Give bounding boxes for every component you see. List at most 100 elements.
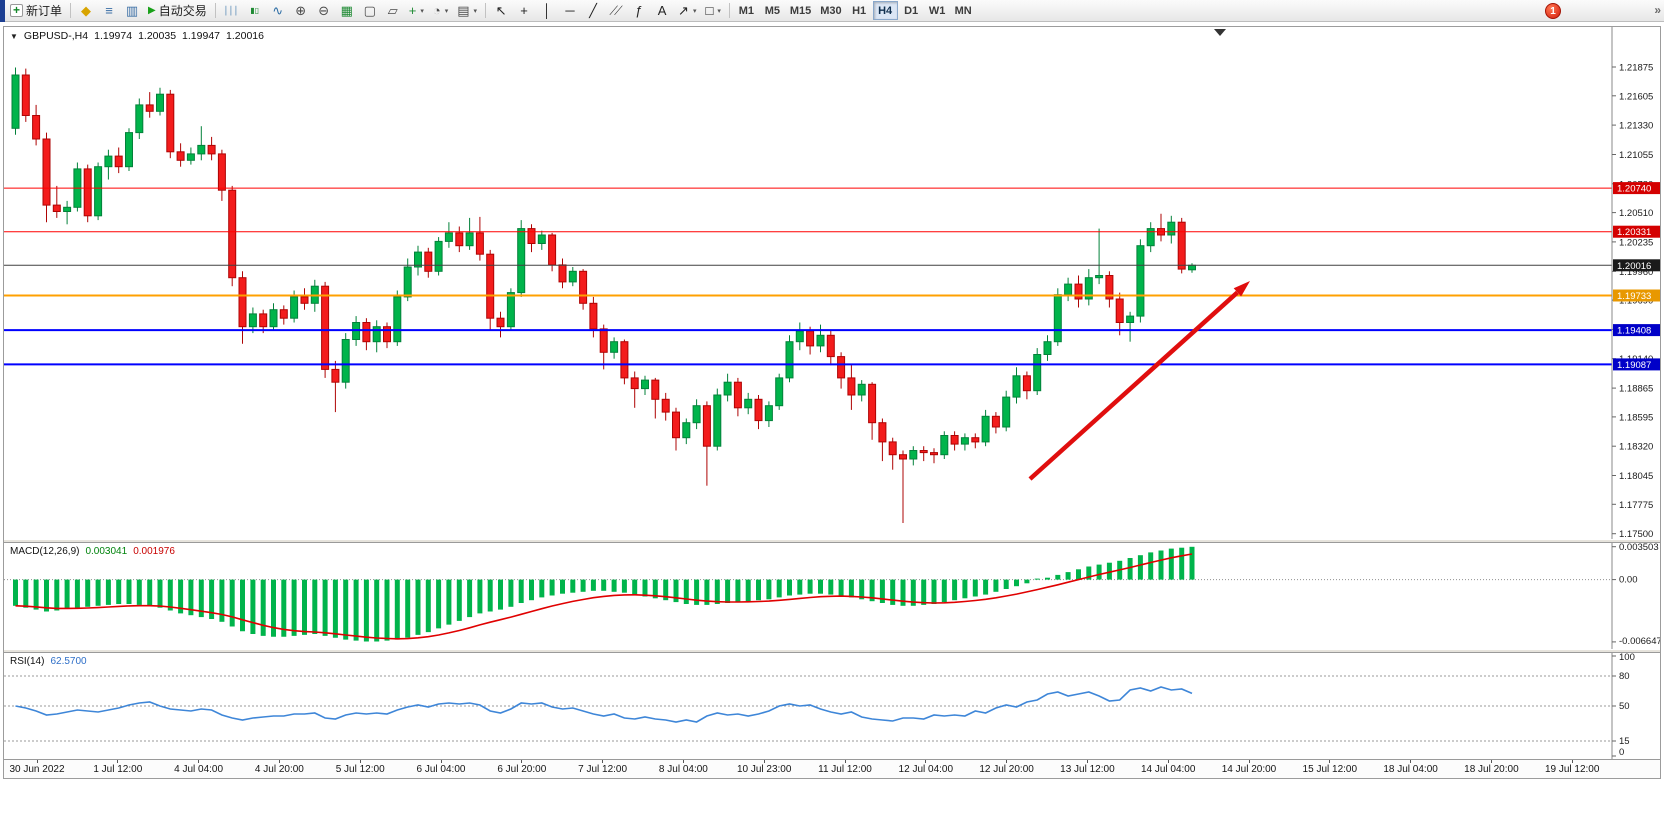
zoom-out-button[interactable]: ⊖: [313, 1, 335, 21]
svg-text:1.20331: 1.20331: [1617, 227, 1651, 238]
line-chart-button[interactable]: ∿: [267, 1, 289, 21]
time-tick: [1086, 760, 1088, 763]
svg-text:1.19733: 1.19733: [1617, 291, 1651, 302]
time-label: 4 Jul 20:00: [254, 764, 304, 775]
candle-chart-button[interactable]: ▮▯: [244, 1, 266, 21]
text-button[interactable]: A: [651, 1, 673, 21]
svg-text:1.20740: 1.20740: [1617, 184, 1651, 195]
macd-name: MACD(12,26,9): [10, 546, 80, 557]
channel-button[interactable]: ╱╱: [605, 1, 627, 21]
crosshair-button[interactable]: +: [513, 1, 535, 21]
cursor-icon: ↖: [495, 3, 507, 18]
time-label: 10 Jul 23:00: [736, 764, 792, 775]
notification-badge[interactable]: 1: [1545, 3, 1561, 19]
time-axis[interactable]: 30 Jun 2022 1 Jul 12:00 4 Jul 04:00 4 Jul 2…: [4, 759, 1660, 778]
bar-chart-icon: │││: [223, 5, 239, 15]
svg-text:1.17500: 1.17500: [1619, 529, 1653, 539]
collapse-triangle-icon[interactable]: ▼: [10, 31, 18, 41]
timeframe-h4[interactable]: H4: [872, 1, 898, 20]
macd-axis[interactable]: 0.003503 0.00 -0.006647: [1612, 543, 1660, 647]
timeframe-mn[interactable]: MN: [954, 4, 972, 17]
timeframe-d1[interactable]: D1: [904, 4, 919, 17]
chart-header: ▼ GBPUSD-,H4 1.19974 1.20035 1.19947 1.2…: [10, 30, 264, 42]
timeframe-m30[interactable]: M30: [820, 4, 842, 17]
time-tick: [1571, 760, 1573, 763]
cascade-windows-button[interactable]: ▱: [382, 1, 404, 21]
period-button[interactable]: ◔ ▾: [429, 1, 452, 21]
time-tick: [440, 760, 442, 763]
timeframe-m5[interactable]: M5: [764, 4, 780, 17]
arrows-button[interactable]: ↗ ▾: [674, 1, 700, 21]
bar-chart-button[interactable]: │││: [220, 1, 243, 21]
toolbar-overflow-icon[interactable]: »: [1654, 3, 1661, 17]
time-label: 4 Jul 04:00: [174, 764, 224, 775]
svg-text:1.20510: 1.20510: [1619, 208, 1653, 219]
svg-text:1.18595: 1.18595: [1619, 412, 1653, 423]
svg-text:1.19960: 1.19960: [1619, 267, 1653, 278]
market-watch-button[interactable]: ≡: [98, 1, 120, 21]
rsi-axis[interactable]: 100 80 50 150: [1612, 653, 1635, 758]
svg-text:15: 15: [1619, 736, 1630, 747]
zoom-in-button[interactable]: ⊕: [290, 1, 312, 21]
new-order-button[interactable]: + 新订单: [6, 1, 66, 21]
arrows-icon: ↗: [678, 3, 689, 18]
indicators-button[interactable]: ▦: [336, 1, 358, 21]
horizontal-line-icon: ─: [565, 3, 575, 18]
symbols-button[interactable]: ◆: [75, 1, 97, 21]
horizontal-level-lines[interactable]: [4, 187, 1612, 366]
cursor-button[interactable]: ↖: [490, 1, 512, 21]
panel-splitter[interactable]: [4, 649, 1660, 653]
window-edge: [0, 0, 5, 22]
main-price-chart[interactable]: 1.218751.216051.213301.210551.207801.205…: [4, 27, 1660, 539]
time-label: 13 Jul 12:00: [1060, 764, 1115, 775]
candlesticks: [11, 67, 1196, 523]
fibonacci-button[interactable]: ƒ: [628, 1, 650, 21]
time-label: 30 Jun 2022: [9, 764, 65, 775]
time-tick: [763, 760, 765, 763]
shapes-button[interactable]: □ ▾: [701, 1, 724, 21]
candle-chart-icon: ▮▯: [250, 5, 260, 15]
svg-text:1.18865: 1.18865: [1619, 384, 1653, 395]
tile-windows-button[interactable]: ▢: [359, 1, 381, 21]
timeframe-m15[interactable]: M15: [789, 4, 812, 17]
timeframe-h1[interactable]: H1: [852, 4, 867, 17]
crosshair-icon: +: [520, 3, 528, 18]
navigator-button[interactable]: ▥: [121, 1, 143, 21]
horizontal-line-button[interactable]: ─: [559, 1, 581, 21]
drawing-tools-group: ↖ + │ ─ ╱ ╱╱ ƒ A ↗ ▾ □ ▾: [490, 1, 725, 21]
panel-splitter[interactable]: [4, 539, 1660, 543]
chart-shift-marker[interactable]: [1214, 29, 1226, 36]
svg-text:1.21055: 1.21055: [1619, 150, 1653, 161]
timeframe-m1[interactable]: M1: [738, 4, 754, 17]
vertical-line-button[interactable]: │: [536, 1, 558, 21]
trendline-button[interactable]: ╱: [582, 1, 604, 21]
macd-signal-value: 0.001976: [133, 546, 175, 557]
rsi-panel-chart[interactable]: 100 80 50 150: [4, 653, 1660, 759]
trend-arrow[interactable]: [1028, 281, 1250, 481]
time-label: 6 Jul 04:00: [416, 764, 466, 775]
indicators-icon: ▦: [340, 3, 353, 18]
rsi-panel-label: RSI(14) 62.5700: [10, 656, 87, 667]
new-chart-button[interactable]: + ▾: [405, 1, 428, 21]
rsi-name: RSI(14): [10, 656, 45, 667]
new-chart-icon: +: [408, 3, 417, 18]
time-label: 6 Jul 20:00: [497, 764, 547, 775]
chart-tools-group: │││ ▮▯ ∿ ⊕ ⊖ ▦ ▢ ▱ + ▾ ◔ ▾ ▤ ▾: [220, 1, 481, 21]
template-button[interactable]: ▤ ▾: [453, 1, 481, 21]
time-label: 5 Jul 12:00: [335, 764, 385, 775]
time-label: 15 Jul 12:00: [1302, 764, 1358, 775]
timeframe-w1[interactable]: W1: [928, 4, 946, 17]
autotrade-button[interactable]: ▶ 自动交易: [144, 1, 211, 21]
time-label: 7 Jul 12:00: [578, 764, 628, 775]
time-tick: [1006, 760, 1008, 763]
open-value: 1.19974: [94, 30, 133, 42]
dropdown-arrow-icon: ▾: [473, 7, 478, 15]
rsi-value: 62.5700: [50, 656, 87, 667]
time-label: 12 Jul 20:00: [979, 764, 1034, 775]
time-tick: [278, 760, 280, 763]
fibonacci-icon: ƒ: [635, 3, 643, 18]
macd-panel-label: MACD(12,26,9) 0.003041 0.001976: [10, 546, 175, 557]
rsi-line: [15, 686, 1193, 723]
price-axis[interactable]: 1.218751.216051.213301.210551.207801.205…: [1612, 63, 1660, 540]
macd-panel-chart[interactable]: 0.003503 0.00 -0.006647: [4, 543, 1660, 649]
